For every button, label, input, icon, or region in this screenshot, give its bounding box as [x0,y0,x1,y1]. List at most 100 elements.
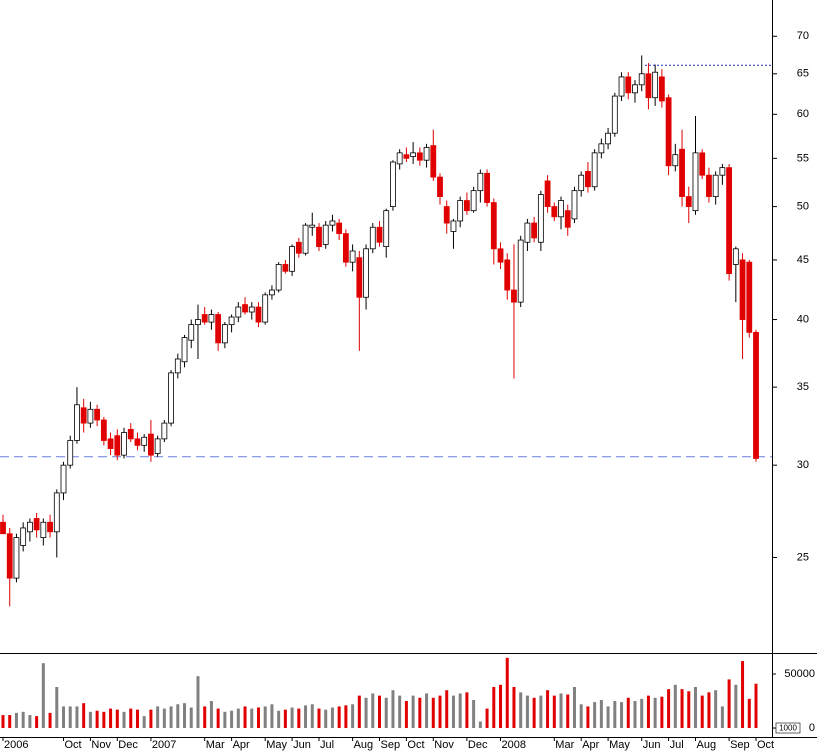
candle-body [598,143,605,154]
candle-body [302,224,309,254]
candle-body [228,316,235,326]
x-tick-label: 2006 [4,739,28,751]
candle-body [578,174,585,192]
candle-body [665,97,672,167]
volume-bar [754,683,758,729]
candle-body [383,210,390,248]
candle-body [732,248,739,265]
candle-body [591,152,598,188]
volume-bar [378,695,381,729]
volume-bar [492,686,496,729]
volume-bar [411,695,415,729]
volume-bar [122,711,126,729]
volume-bar [324,709,328,729]
candle-body [141,436,148,446]
volume-bar [330,707,334,729]
volume-tick-label: 50000 [784,668,815,680]
candle-body [605,132,611,145]
candle-body [322,224,329,245]
candle-body [470,190,477,212]
volume-bar [304,705,308,729]
y-tick-label: 30 [797,459,809,471]
candle-body [107,438,114,449]
volume-bar [431,697,435,729]
volume-bar [223,711,227,729]
candle-body [356,257,363,298]
candle-body [484,172,490,203]
volume-bar [539,695,543,729]
x-tick-label: Dec [468,739,488,751]
candle-body [706,174,712,197]
volume-bar [572,686,576,729]
volume-bar [243,706,247,729]
candle-body [215,314,222,344]
x-tick-label: Oct [757,739,774,751]
volume-bar [391,690,395,729]
candle-body [13,537,20,579]
volume-bar [566,694,570,729]
candle-body [336,222,343,235]
candle-body [746,261,753,333]
candle-body [53,492,60,533]
candle-body [0,521,6,535]
volume-bar [640,698,644,729]
y-tick-label: 60 [797,108,809,120]
candle-body [511,289,517,303]
candle-body [100,419,107,441]
volume-bar [250,708,254,729]
candle-body [423,147,430,161]
candle-body [524,222,531,243]
candle-body [208,314,215,323]
volume-bar [68,706,72,729]
volume-bar [579,704,583,729]
volume-bar [48,712,52,729]
candle-body [390,161,396,207]
volume-bar [216,708,220,729]
volume-bar [418,697,422,729]
candle-body [504,259,511,291]
candle-body [60,464,67,494]
x-tick-label: 2007 [152,739,176,751]
candle-body [652,71,659,99]
candle-body [295,241,302,254]
volume-bar [55,686,59,729]
y-tick-label: 25 [797,551,809,563]
volume-bar [606,706,610,729]
candle-body [154,438,161,454]
volume-bar [505,657,509,729]
volume-bar [62,706,66,729]
x-tick-label: May [609,739,630,751]
volume-bar [283,709,287,729]
candle-body [282,264,289,272]
candle-body [679,148,685,197]
volume-bar [8,715,12,729]
volume-bar [95,710,99,729]
volume-bar [478,721,482,729]
candle-body [558,200,564,218]
y-tick-label: 45 [797,254,809,266]
candle-body [369,226,376,250]
volume-bar [156,706,160,729]
candle-body [289,246,295,272]
candle-body [248,306,255,313]
x-tick-label: Mar [555,739,574,751]
candle-body [396,152,403,165]
candle-body [692,152,699,212]
candle-body [517,239,524,303]
candle-body [188,324,195,341]
candle-body [309,224,316,228]
candle-body [497,248,504,263]
volume-bar [734,684,738,729]
volume-bar [445,690,449,729]
volume-bar [532,697,536,729]
x-tick-label: Dec [118,739,138,751]
candle-body [625,76,632,94]
volume-bar [88,711,92,729]
volume-bar [519,692,523,729]
volume-bar [310,704,314,729]
candle-body [148,433,154,456]
y-tick-label: 40 [797,313,809,325]
candle-body [168,372,174,424]
volume-bar [149,709,153,729]
